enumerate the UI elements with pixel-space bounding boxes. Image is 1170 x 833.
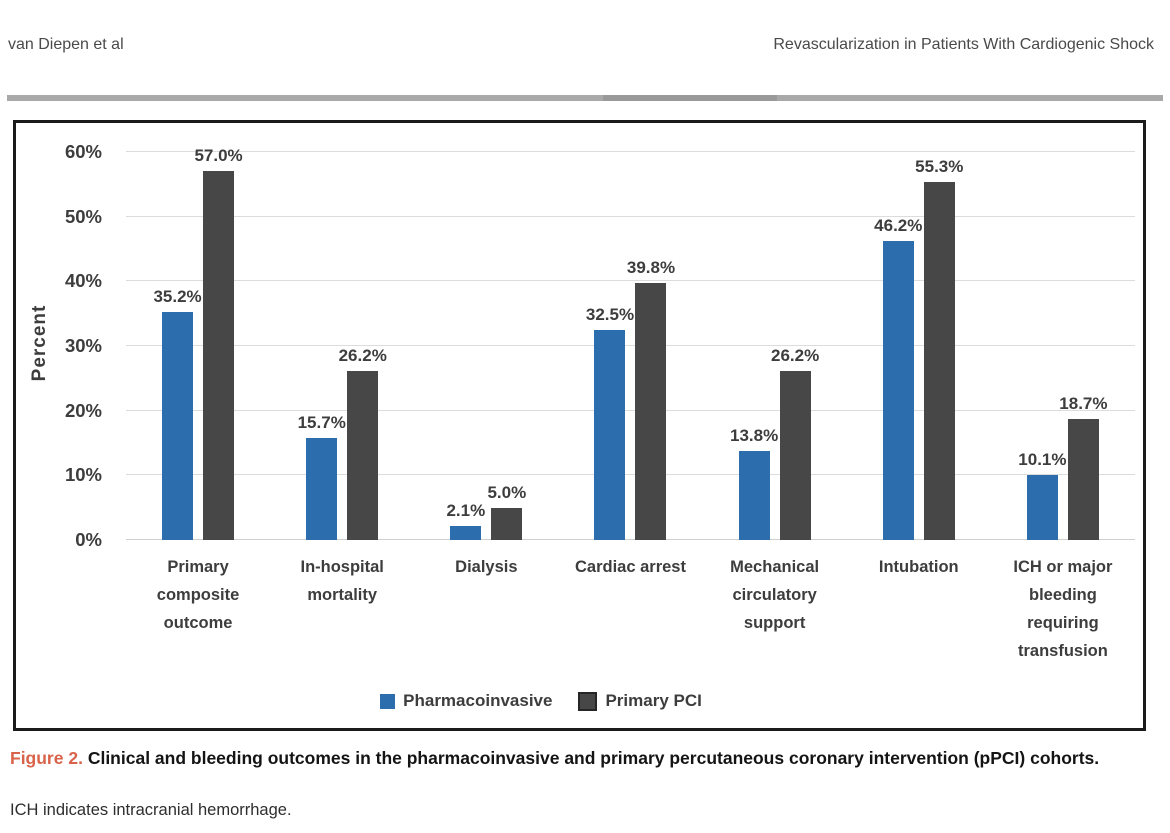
gridline-40 bbox=[126, 280, 1135, 282]
gridline-60 bbox=[126, 150, 1135, 152]
gridline-10 bbox=[126, 474, 1135, 476]
bar-value-label: 5.0% bbox=[487, 482, 527, 502]
bar-group: 2.1% 5.0% bbox=[414, 123, 558, 540]
category-cell: In-hospital mortality bbox=[270, 553, 414, 665]
category-label: ICH or major bleeding requiring transfus… bbox=[1013, 558, 1113, 660]
y-tick-label-60: 60% bbox=[64, 140, 102, 162]
y-axis-tick-labels: 0% 10% 20% 30% 40% 50% 60% bbox=[16, 123, 114, 550]
x-axis-category-labels: Primary composite outcome In-hospital mor… bbox=[126, 553, 1135, 665]
bar-primary-pci: 18.7% bbox=[1059, 394, 1108, 540]
y-tick-label-30: 30% bbox=[64, 334, 102, 356]
bar-pharmacoinvasive: 13.8% bbox=[730, 426, 778, 540]
y-tick-label-20: 20% bbox=[64, 399, 102, 421]
figure-caption-title: Clinical and bleeding outcomes in the ph… bbox=[87, 748, 1100, 768]
y-tick-label-0: 0% bbox=[75, 529, 102, 550]
category-cell: Cardiac arrest bbox=[558, 553, 702, 665]
bar-primary-pci: 39.8% bbox=[627, 258, 675, 540]
y-tick-label-40: 40% bbox=[64, 270, 102, 292]
bar-group: 15.7% 26.2% bbox=[270, 123, 414, 540]
gridline-30 bbox=[126, 344, 1135, 346]
header-divider-rule bbox=[7, 95, 1163, 101]
bar-value-label: 57.0% bbox=[194, 146, 243, 166]
header-divider-rule-segment bbox=[603, 95, 777, 101]
legend-item-primary-pci: Primary PCI bbox=[578, 691, 702, 711]
bar-pharmacoinvasive: 46.2% bbox=[874, 216, 922, 540]
gridline-20 bbox=[126, 409, 1135, 411]
bar-primary-pci: 55.3% bbox=[915, 157, 963, 540]
category-label: Cardiac arrest bbox=[574, 558, 686, 576]
figure-caption-label: Figure 2. bbox=[10, 748, 83, 768]
category-cell: Mechanical circulatory support bbox=[703, 553, 847, 665]
bar-group: 10.1% 18.7% bbox=[991, 123, 1135, 540]
legend-swatch-icon bbox=[380, 693, 396, 709]
bar-value-label: 26.2% bbox=[338, 345, 387, 365]
legend-item-pharmacoinvasive: Pharmacoinvasive bbox=[380, 691, 552, 711]
category-cell: Intubation bbox=[847, 553, 991, 665]
figure-caption: Figure 2. Clinical and bleeding outcomes… bbox=[10, 745, 1130, 772]
category-label: Intubation bbox=[878, 558, 959, 576]
bar-group: 35.2% 57.0% bbox=[126, 123, 270, 540]
bar-value-label: 26.2% bbox=[771, 345, 820, 365]
bar-value-label: 32.5% bbox=[585, 304, 635, 324]
bar-value-label: 15.7% bbox=[297, 413, 346, 433]
legend-label: Pharmacoinvasive bbox=[403, 691, 553, 710]
gridline-0 bbox=[126, 539, 1135, 540]
bar-primary-pci: 26.2% bbox=[771, 346, 819, 540]
bar-value-label: 13.8% bbox=[730, 425, 779, 445]
y-tick-label-50: 50% bbox=[64, 205, 102, 227]
bar-pharmacoinvasive: 10.1% bbox=[1018, 450, 1067, 540]
category-label: In-hospital mortality bbox=[300, 558, 384, 604]
bar-value-label: 39.8% bbox=[626, 257, 676, 277]
bar-value-label: 18.7% bbox=[1059, 394, 1108, 414]
category-label: Dialysis bbox=[455, 558, 518, 576]
bar-value-label: 55.3% bbox=[915, 157, 964, 177]
legend-swatch-icon bbox=[578, 691, 598, 711]
bar-value-label: 2.1% bbox=[446, 501, 486, 521]
category-cell: Dialysis bbox=[414, 553, 558, 665]
bar-value-label: 35.2% bbox=[153, 287, 202, 307]
gridline-50 bbox=[126, 215, 1135, 217]
category-label: Mechanical circulatory support bbox=[730, 558, 820, 632]
running-head-authors: van Diepen et al bbox=[8, 36, 124, 53]
chart-legend: Pharmacoinvasive Primary PCI bbox=[16, 691, 1066, 711]
bar-group: 46.2% 55.3% bbox=[847, 123, 991, 540]
figure-2-bar-chart: Percent 0% 10% 20% 30% 40% 50% 60% 35.2% 57.0% 1… bbox=[13, 120, 1146, 731]
bar-pharmacoinvasive: 35.2% bbox=[153, 287, 202, 540]
category-cell: Primary composite outcome bbox=[126, 553, 270, 665]
bar-pharmacoinvasive: 15.7% bbox=[298, 413, 346, 540]
figure-caption-note: ICH indicates intracranial hemorrhage. bbox=[10, 801, 292, 819]
bar-pharmacoinvasive: 2.1% bbox=[446, 501, 485, 540]
plot-area: 35.2% 57.0% 15.7% 26.2% 2.1% 5.0% 32.5% 39.8% 13… bbox=[126, 123, 1135, 540]
bar-pharmacoinvasive: 32.5% bbox=[586, 305, 634, 540]
bar-value-label: 10.1% bbox=[1018, 449, 1067, 469]
bar-primary-pci: 57.0% bbox=[194, 146, 243, 540]
bar-group: 32.5% 39.8% bbox=[558, 123, 702, 540]
bar-value-label: 46.2% bbox=[874, 216, 923, 236]
category-cell: ICH or major bleeding requiring transfus… bbox=[991, 553, 1135, 665]
legend-label: Primary PCI bbox=[605, 691, 702, 710]
bar-group: 13.8% 26.2% bbox=[703, 123, 847, 540]
y-tick-label-10: 10% bbox=[64, 464, 102, 486]
category-label: Primary composite outcome bbox=[156, 558, 240, 632]
bar-primary-pci: 5.0% bbox=[487, 483, 526, 540]
bar-primary-pci: 26.2% bbox=[339, 346, 387, 540]
running-head-article-title: Revascularization in Patients With Cardi… bbox=[773, 36, 1154, 53]
